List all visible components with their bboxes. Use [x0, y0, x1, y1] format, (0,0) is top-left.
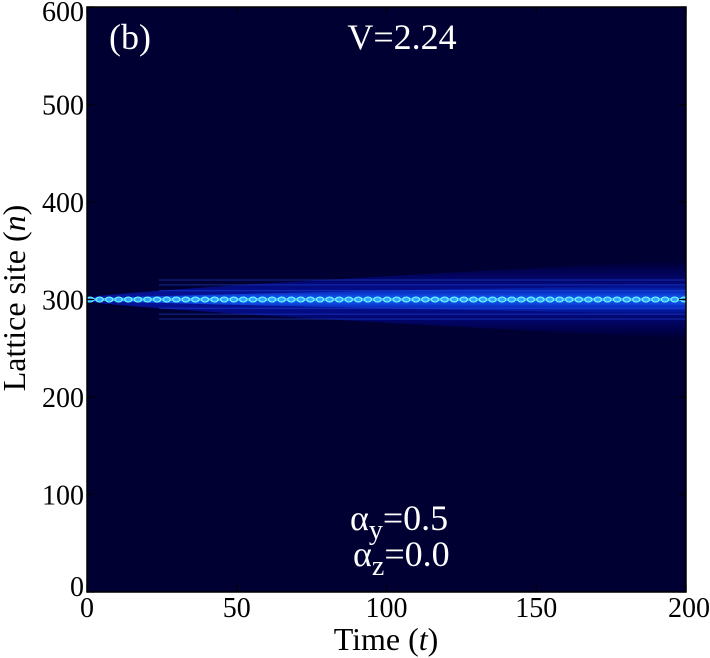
x-tick-label: 150 [515, 593, 557, 624]
peak-marker [670, 296, 679, 303]
peak-marker [574, 296, 584, 303]
peak-marker [382, 296, 392, 303]
peak-marker [593, 296, 603, 303]
peak-marker [641, 296, 651, 303]
peak-marker [258, 296, 267, 303]
y-tick-label: 500 [42, 91, 84, 122]
peak-marker [632, 296, 641, 303]
x-tick-label: 200 [668, 593, 710, 624]
peak-marker [507, 296, 516, 303]
peak-marker [267, 296, 277, 303]
peak-marker [219, 296, 229, 303]
peak-marker [114, 296, 123, 303]
peak-marker [172, 296, 181, 303]
peak-marker [191, 296, 200, 303]
peak-marker [478, 296, 488, 303]
peak-marker [200, 296, 210, 303]
peak-marker [555, 296, 564, 303]
y-tick-label: 300 [42, 286, 84, 317]
peak-marker [363, 296, 373, 303]
peak-marker [335, 296, 344, 303]
peak-marker [584, 296, 593, 303]
peak-marker [104, 296, 114, 303]
y-tick-label: 400 [42, 188, 84, 219]
peak-marker [325, 296, 334, 303]
peak-marker [95, 296, 104, 303]
y-axis-ticks: 0 100 200 300 400 500 600 [42, 0, 686, 603]
peak-marker [430, 296, 440, 303]
peak-marker [450, 296, 459, 303]
peak-marker [565, 296, 574, 303]
peak-marker [373, 296, 382, 303]
heatmap-layer [87, 260, 686, 339]
peak-marker [517, 296, 526, 303]
x-tick-label: 0 [80, 593, 94, 624]
chart-title: V=2.24 [347, 17, 456, 57]
peak-marker [143, 296, 152, 303]
x-tick-label: 100 [366, 593, 408, 624]
y-tick-label: 100 [42, 481, 84, 512]
y-tick-label: 200 [42, 383, 84, 414]
peak-marker [248, 296, 258, 303]
peak-marker [622, 296, 631, 303]
peak-marker [229, 296, 238, 303]
peak-marker [296, 296, 305, 303]
x-axis-ticks: 0 50 100 150 200 [80, 7, 710, 624]
peak-marker [287, 296, 296, 303]
peak-marker [421, 296, 430, 303]
peak-marker [124, 296, 133, 303]
peak-marker [612, 296, 622, 303]
peak-marker [344, 296, 353, 303]
peak-marker [354, 296, 363, 303]
peak-marker [488, 296, 497, 303]
y-tick-label: 0 [70, 572, 84, 603]
peak-marker [239, 296, 248, 303]
peak-marker [651, 296, 660, 303]
y-tick-label: 600 [42, 0, 84, 28]
peak-marker [315, 296, 325, 303]
peak-marker [545, 296, 555, 303]
peak-marker [162, 296, 171, 303]
peak-marker [306, 296, 315, 303]
peak-marker [210, 296, 219, 303]
peak-marker [469, 296, 478, 303]
peak-marker [402, 296, 411, 303]
peak-marker [392, 296, 401, 303]
peak-marker [603, 296, 612, 303]
peak-marker [660, 296, 670, 303]
peak-marker [133, 296, 143, 303]
peak-marker [152, 296, 162, 303]
peak-marker [440, 296, 449, 303]
x-axis-label: Time (t) [334, 621, 439, 657]
peak-marker [536, 296, 545, 303]
peak-marker [497, 296, 507, 303]
annotation-alpha-z: αz=0.0 [353, 534, 450, 582]
peak-marker [181, 296, 190, 303]
panel-label: (b) [109, 17, 151, 57]
peak-marker [526, 296, 536, 303]
heatmap-side-bands [158, 279, 686, 320]
peak-marker [411, 296, 421, 303]
x-tick-label: 50 [223, 593, 251, 624]
peak-marker [277, 296, 286, 303]
heatmap-peaks [87, 296, 686, 303]
annotation-alpha-y: αy=0.5 [350, 498, 448, 546]
peak-marker [459, 296, 468, 303]
y-axis-label: Lattice site (n) [0, 205, 32, 392]
